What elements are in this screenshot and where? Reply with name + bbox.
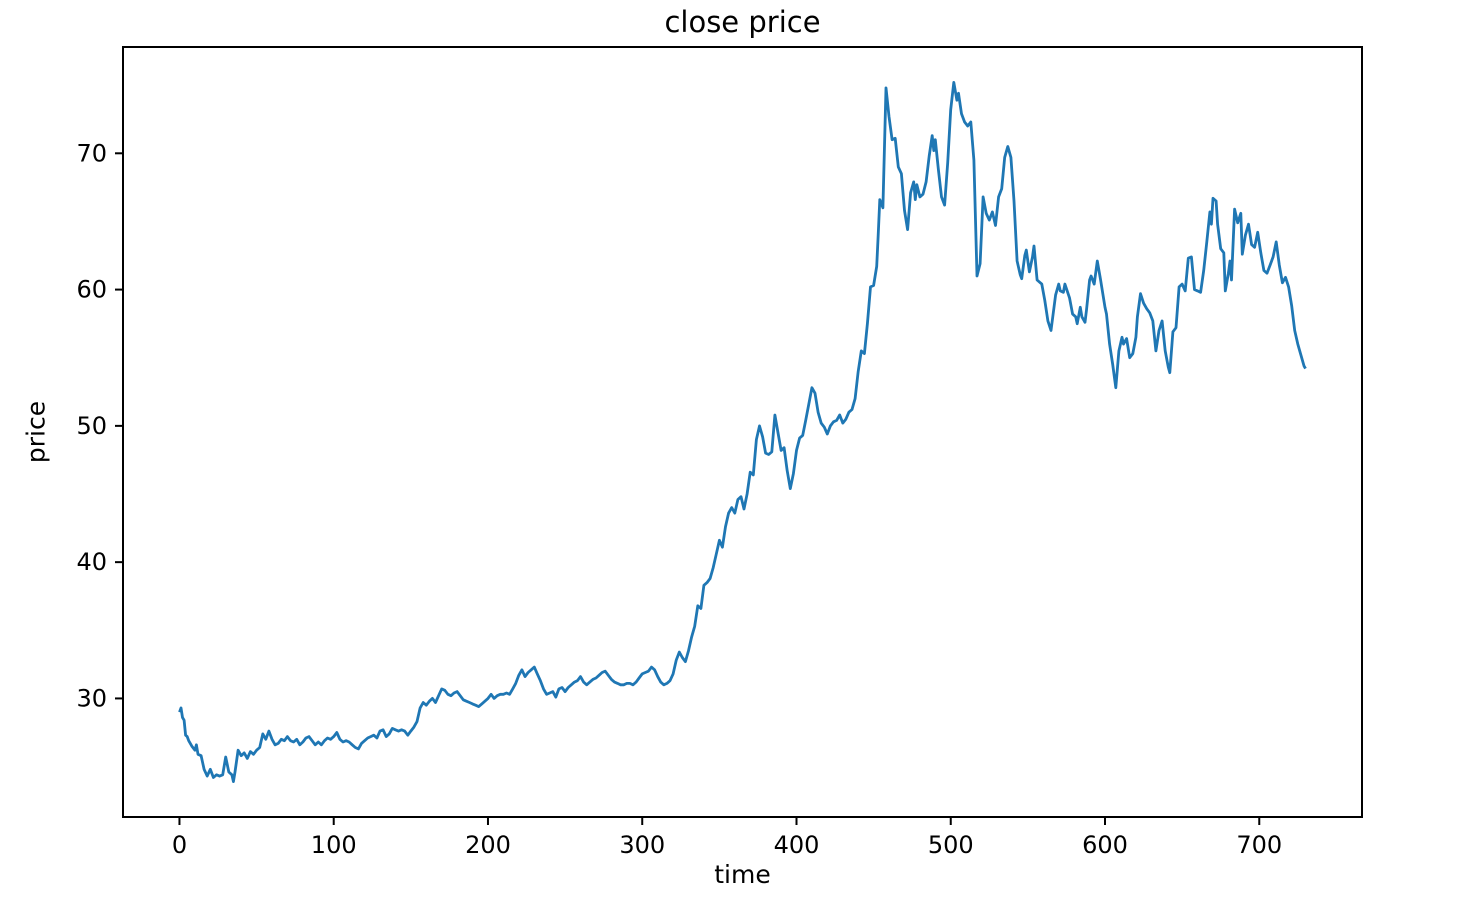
x-tick-label: 200: [465, 831, 511, 859]
x-tick-label: 400: [774, 831, 820, 859]
y-tick-label: 70: [76, 139, 107, 167]
x-tick-label: 500: [928, 831, 974, 859]
y-axis-label: price: [21, 400, 51, 464]
y-tick-label: 30: [76, 684, 107, 712]
chart-title: close price: [664, 5, 821, 39]
x-axis-label: time: [714, 860, 771, 889]
y-tick-label: 60: [76, 276, 107, 304]
x-tick-label: 600: [1082, 831, 1128, 859]
price-line-series: [178, 81, 1307, 783]
x-tick-label: 300: [619, 831, 665, 859]
axes-spines: [122, 46, 1363, 818]
x-tick-label: 0: [172, 831, 187, 859]
x-tick-label: 700: [1236, 831, 1282, 859]
x-tick-label: 100: [311, 831, 357, 859]
y-tick-label: 50: [76, 412, 107, 440]
y-tick-label: 40: [76, 548, 107, 576]
